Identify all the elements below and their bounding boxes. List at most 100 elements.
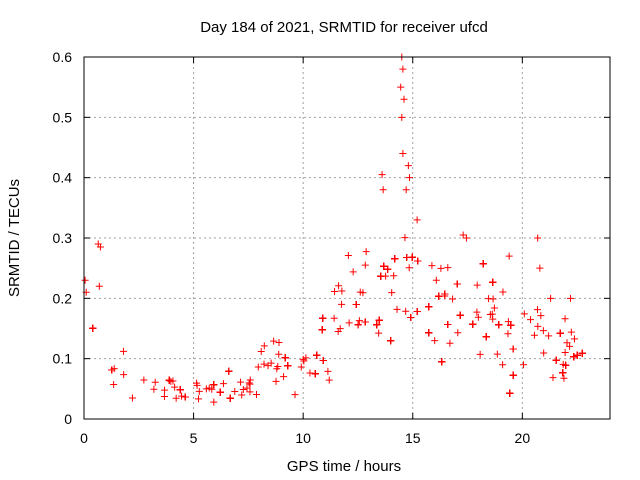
data-point (150, 385, 158, 393)
data-point (335, 282, 343, 290)
data-point (405, 174, 413, 182)
data-point (534, 322, 542, 330)
data-point (527, 316, 535, 324)
x-tick-label: 5 (190, 430, 198, 446)
data-point (267, 359, 275, 367)
data-point (495, 321, 503, 329)
data-point (534, 306, 542, 314)
data-point (300, 357, 308, 365)
data-point (437, 264, 445, 272)
y-axis-label: SRMTID / TECUs (6, 179, 23, 297)
data-point (405, 264, 413, 272)
data-point (534, 234, 542, 242)
data-point (128, 394, 136, 402)
data-point (330, 314, 338, 322)
data-point (537, 312, 545, 320)
data-point (504, 318, 512, 326)
data-point (161, 386, 169, 394)
data-point (560, 374, 568, 382)
data-point (566, 342, 574, 350)
data-point (362, 248, 370, 256)
data-point (379, 186, 387, 194)
data-point (260, 342, 268, 350)
data-point (325, 376, 333, 384)
data-point (216, 388, 224, 396)
data-point (549, 374, 557, 382)
data-point (561, 349, 569, 357)
data-point (354, 321, 362, 329)
data-point (441, 290, 449, 298)
data-point (378, 171, 386, 179)
data-point (469, 320, 477, 328)
data-point (254, 363, 262, 371)
data-point (453, 280, 461, 288)
data-point (413, 307, 421, 315)
data-point (520, 310, 528, 318)
data-point (318, 326, 326, 334)
data-point (390, 272, 398, 280)
data-point (151, 378, 159, 386)
data-point (536, 264, 544, 272)
data-point (160, 393, 168, 401)
data-point (507, 321, 515, 329)
y-tick-label: 0.1 (53, 351, 73, 367)
data-point (311, 370, 319, 378)
data-point (384, 265, 392, 273)
data-point (119, 347, 127, 355)
data-point (210, 398, 218, 406)
data-point (169, 377, 177, 385)
data-point (331, 288, 339, 296)
data-point (552, 356, 560, 364)
data-point (246, 388, 254, 396)
data-point (171, 383, 179, 391)
data-point (573, 351, 581, 359)
data-point (509, 345, 517, 353)
data-point (499, 288, 507, 296)
data-point (408, 253, 416, 261)
data-point (375, 329, 383, 337)
data-point (414, 257, 422, 265)
data-point (428, 262, 436, 270)
data-point (172, 394, 180, 402)
data-point (338, 300, 346, 308)
data-point (444, 264, 452, 272)
data-point (397, 83, 405, 91)
data-point (493, 350, 501, 358)
data-point (319, 357, 327, 365)
y-tick-label: 0.6 (53, 49, 73, 65)
data-point (275, 350, 283, 358)
data-point (140, 376, 148, 384)
data-point (275, 339, 283, 347)
data-point (176, 386, 184, 394)
data-point (474, 313, 482, 321)
data-point (237, 378, 245, 386)
data-point (231, 387, 239, 395)
data-point (399, 65, 407, 73)
data-point (361, 318, 369, 326)
data-point (95, 282, 103, 290)
data-point (225, 367, 233, 375)
data-point (355, 317, 363, 325)
data-point (352, 301, 360, 309)
data-point (336, 325, 344, 333)
data-point (210, 381, 218, 389)
data-point (519, 361, 527, 369)
data-point (547, 294, 555, 302)
data-point (239, 385, 247, 393)
data-point (539, 327, 547, 335)
data-point (399, 150, 407, 158)
data-point (110, 380, 118, 388)
data-point (361, 261, 369, 269)
data-point (96, 243, 104, 251)
data-point (299, 355, 307, 363)
data-point (280, 373, 288, 381)
data-point (456, 311, 464, 319)
data-point (349, 268, 357, 276)
data-point (563, 339, 571, 347)
x-axis-label: GPS time / hours (287, 458, 401, 475)
data-point (556, 329, 564, 337)
data-point (388, 289, 396, 297)
data-point (205, 384, 213, 392)
data-point (338, 287, 346, 295)
data-point (567, 328, 575, 336)
